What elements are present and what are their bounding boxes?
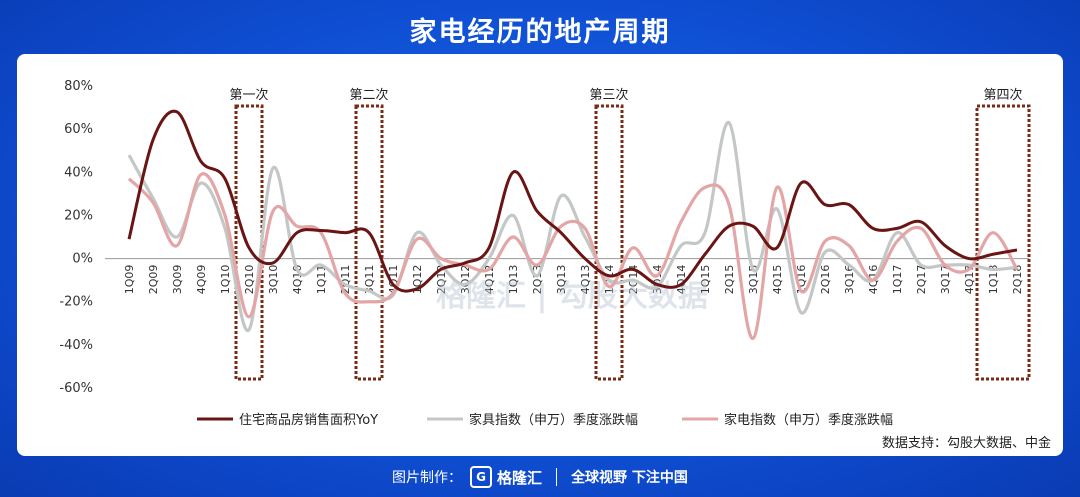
- x-tick-label: 3Q16: [843, 265, 856, 295]
- x-tick-label: 1Q15: [699, 265, 712, 295]
- x-tick-label: 4Q09: [195, 265, 208, 295]
- x-tick-label: 1Q11: [315, 265, 328, 295]
- cycle-highlight-box: [594, 104, 624, 381]
- watermark: 格隆汇 | 勾股大数据: [436, 279, 708, 314]
- line-chart: 80% 60% 40% 20% 0% -20% -40% -60% 1Q09 2Q09 3Q09 4…: [59, 79, 1051, 451]
- x-tick-label: 1Q13: [507, 265, 520, 295]
- watermark-text: 格隆汇 | 勾股大数据: [436, 279, 708, 314]
- x-tick-label: 2Q11: [339, 265, 352, 295]
- brand-logo-icon: G: [470, 466, 493, 488]
- y-tick-label: 20%: [64, 208, 93, 223]
- y-axis: 80% 60% 40% 20% 0% -20% -40% -60%: [59, 79, 93, 396]
- chart-panel: 80% 60% 40% 20% 0% -20% -40% -60% 1Q09 2Q09 3Q09 4…: [17, 54, 1063, 456]
- legend-label: 家电指数（申万）季度涨跌幅: [724, 412, 893, 428]
- legend-label: 家具指数（申万）季度涨跌幅: [469, 412, 638, 428]
- x-tick-label: 2Q17: [915, 265, 928, 295]
- cycle-highlight-label: 第四次: [983, 87, 1022, 103]
- x-tick-label: 3Q17: [939, 265, 952, 295]
- footer: 图片制作： G 格隆汇 全球视野 下注中国: [0, 462, 1080, 492]
- x-tick-label: 1Q18: [987, 265, 1000, 295]
- series-line-1: [127, 121, 1018, 332]
- x-tick-label: 1Q10: [219, 265, 232, 295]
- x-tick-label: 3Q12: [459, 265, 472, 295]
- cycle-highlight-label: 第二次: [349, 87, 388, 103]
- x-tick-label: 2Q15: [723, 265, 736, 295]
- series-line-2: [127, 172, 1019, 340]
- page-title: 家电经历的地产周期: [409, 17, 671, 48]
- series-line-0: [127, 109, 1018, 293]
- cycle-highlight-box: [234, 104, 264, 381]
- series-lines: [127, 109, 1019, 340]
- cycle-highlight-box: [354, 104, 384, 381]
- x-tick-label: 1Q09: [123, 265, 136, 295]
- y-tick-label: -60%: [59, 381, 93, 396]
- x-tick-label: 4Q10: [291, 265, 304, 295]
- legend: 住宅商品房销售面积YoY 家具指数（申万）季度涨跌幅 家电指数（申万）季度涨跌幅: [197, 412, 893, 428]
- y-tick-label: 0%: [72, 252, 93, 267]
- x-tick-label: 4Q15: [771, 265, 784, 295]
- y-tick-label: -20%: [59, 295, 93, 310]
- legend-label: 住宅商品房销售面积YoY: [239, 412, 378, 428]
- footer-brand: 格隆汇: [497, 468, 543, 487]
- cycle-highlight-label: 第三次: [589, 87, 628, 103]
- x-tick-label: 3Q09: [171, 265, 184, 295]
- footer-credit: 图片制作：: [392, 470, 463, 486]
- x-tick-label: 3Q11: [363, 265, 376, 295]
- footer-divider: [556, 468, 558, 486]
- x-tick-label: 2Q16: [819, 265, 832, 295]
- y-tick-label: 40%: [64, 165, 93, 180]
- x-tick-label: 4Q13: [579, 265, 592, 295]
- footer-slogan: 全球视野 下注中国: [571, 470, 688, 486]
- cycle-highlight-label: 第一次: [229, 87, 268, 103]
- y-tick-label: -40%: [59, 338, 93, 353]
- x-tick-label: 3Q10: [267, 265, 280, 295]
- source-note: 数据支持：勾股大数据、中金: [882, 435, 1051, 451]
- x-tick-label: 3Q13: [555, 265, 568, 295]
- x-tick-label: 2Q18: [1011, 265, 1024, 295]
- y-tick-label: 80%: [64, 79, 93, 94]
- cycle-highlight-box: [975, 104, 1031, 381]
- y-tick-label: 60%: [64, 122, 93, 137]
- x-tick-label: 1Q17: [891, 265, 904, 295]
- x-tick-label: 2Q09: [147, 265, 160, 295]
- x-tick-label: 2Q10: [243, 265, 256, 295]
